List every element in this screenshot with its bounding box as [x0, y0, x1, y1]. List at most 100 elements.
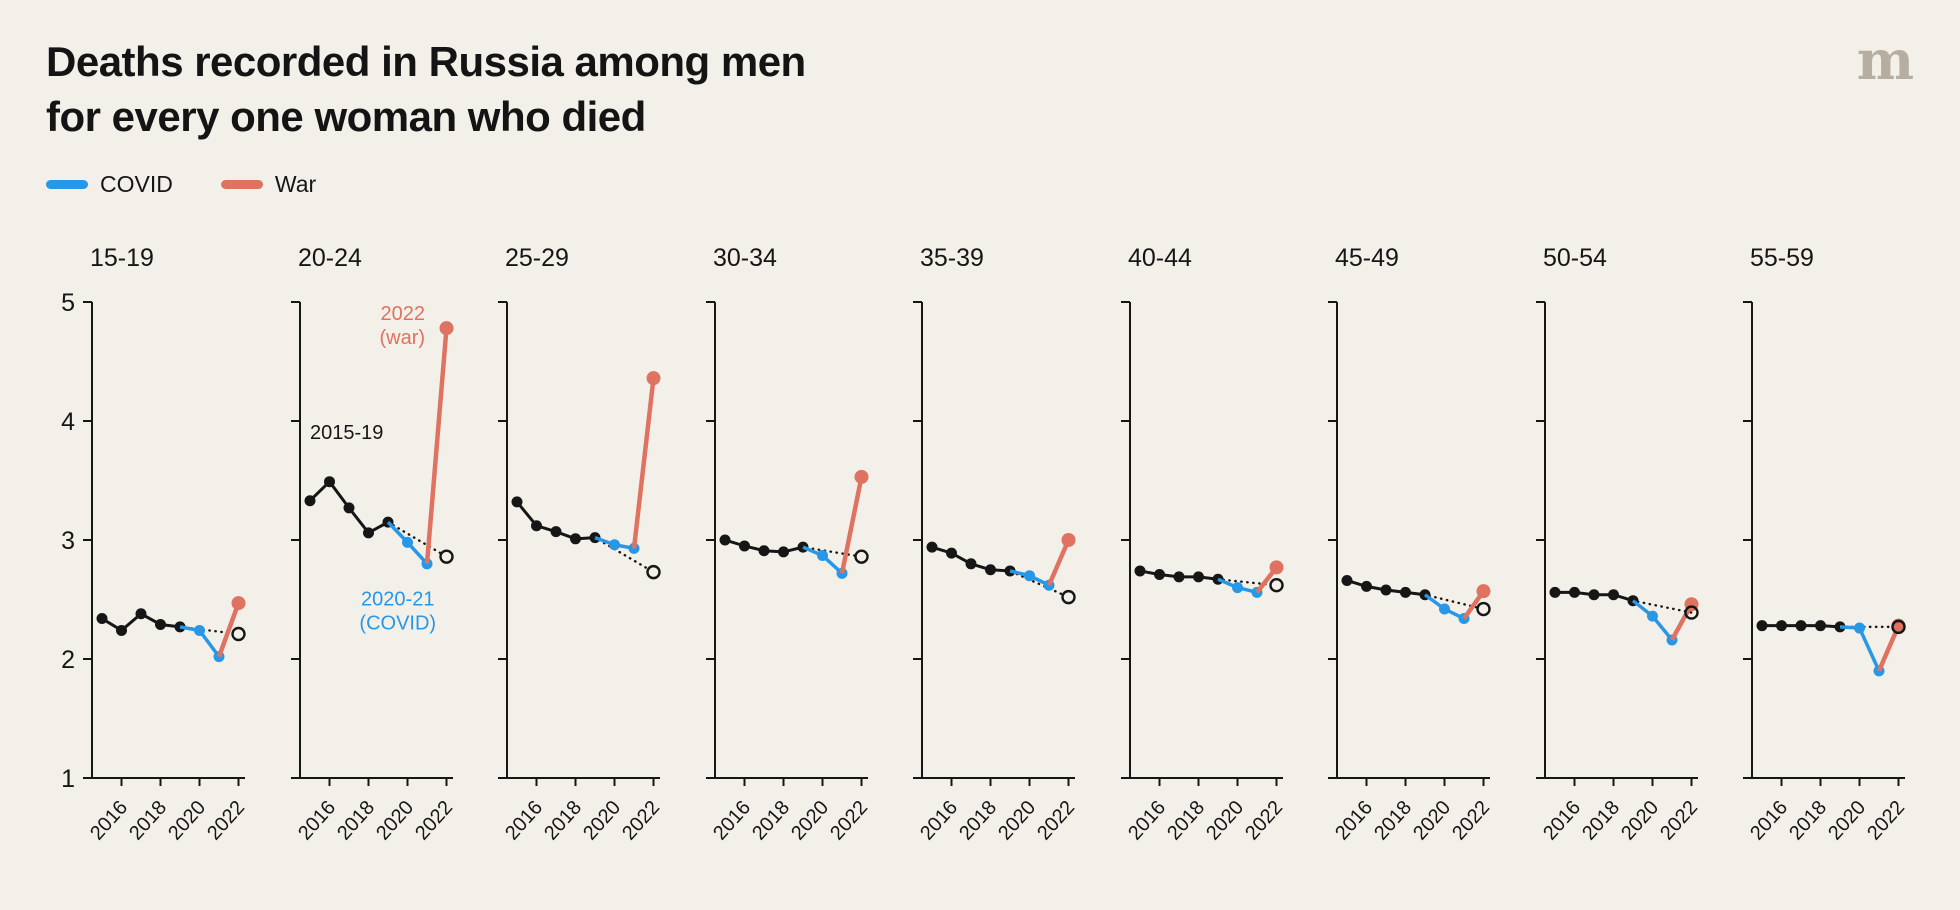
x-tick-label: 2016 — [86, 796, 132, 844]
age-group-label: 50-54 — [1543, 244, 1607, 272]
x-tick-label: 2020 — [372, 796, 418, 844]
covid-point — [1439, 603, 1450, 615]
expected-point — [438, 549, 454, 564]
x-tick-label: 2018 — [540, 796, 586, 844]
legend-war-label: War — [274, 170, 317, 197]
age-group-label: 55-59 — [1750, 244, 1814, 272]
x-tick-label: 2022 — [1241, 796, 1287, 844]
y-tick-label: 5 — [61, 289, 75, 317]
x-tick-label: 2018 — [333, 796, 379, 844]
baseline-point — [511, 496, 523, 508]
x-tick-label: 2020 — [994, 796, 1040, 844]
baseline-point — [946, 547, 957, 559]
war-point — [1476, 584, 1491, 599]
war-point — [1061, 532, 1076, 547]
covid-point — [1231, 581, 1243, 593]
x-tick-label: 2022 — [826, 796, 872, 844]
chart-annotation: (COVID) — [359, 612, 436, 634]
baseline-point — [1549, 586, 1560, 598]
baseline-point — [343, 502, 354, 514]
baseline-point — [758, 545, 769, 557]
baseline-point — [1173, 571, 1184, 583]
chart-annotation: 2022 — [380, 303, 425, 325]
legend-covid-label: COVID — [100, 170, 173, 197]
covid-point — [1646, 610, 1658, 622]
baseline-point — [155, 618, 166, 630]
x-tick-label: 2016 — [1746, 796, 1792, 844]
baseline-point — [531, 520, 542, 532]
y-tick-label: 1 — [61, 765, 75, 793]
title-line-1: Deaths recorded in Russia among men — [46, 38, 806, 85]
expected-point — [1476, 601, 1491, 617]
chart-annotation: (war) — [379, 327, 425, 349]
age-group-label: 35-39 — [920, 244, 984, 272]
war-point — [1269, 560, 1283, 575]
legend-item-war: War — [220, 170, 317, 198]
x-tick-label: 2016 — [1539, 796, 1585, 844]
header: Deaths recorded in Russia among men for e… — [46, 28, 1914, 145]
y-tick-label: 2 — [61, 646, 75, 674]
baseline-point — [1400, 586, 1411, 598]
x-tick-label: 2022 — [618, 796, 664, 844]
expected-point — [1683, 605, 1699, 620]
x-tick-label: 2016 — [916, 796, 962, 844]
x-tick-label: 2022 — [1033, 796, 1079, 844]
x-tick-label: 2016 — [501, 796, 547, 844]
age-group-label: 25-29 — [505, 244, 569, 272]
expected-point — [646, 564, 661, 580]
expected-point — [1268, 577, 1284, 593]
x-tick-label: 2020 — [1202, 796, 1248, 844]
x-tick-label: 2022 — [411, 796, 457, 844]
baseline-point — [1588, 589, 1599, 601]
baseline-point — [1341, 574, 1353, 586]
war-line — [631, 377, 656, 549]
x-tick-label: 2020 — [1824, 796, 1870, 844]
chart-annotation: 2020-21 — [361, 588, 434, 610]
x-tick-label: 2020 — [164, 796, 210, 844]
panel-chart-20-24: 20-2420162018202020222022(war)2015-19202… — [290, 244, 457, 844]
meduza-logo: m — [1856, 28, 1914, 92]
baseline-point — [362, 527, 374, 539]
covid-point — [609, 539, 620, 551]
x-tick-label: 2018 — [1578, 796, 1624, 844]
baseline-point — [738, 540, 750, 552]
age-group-label: 20-24 — [298, 244, 362, 272]
baseline-point — [777, 546, 789, 558]
baseline-point — [304, 495, 315, 507]
age-group-label: 15-19 — [90, 244, 154, 272]
x-tick-label: 2020 — [579, 796, 625, 844]
baseline-point — [1815, 620, 1826, 632]
covid-swatch-icon — [46, 179, 88, 189]
baseline-point — [550, 526, 562, 538]
war-line — [839, 476, 864, 574]
baseline-point — [96, 612, 108, 624]
baseline-point — [926, 541, 938, 553]
page-title: Deaths recorded in Russia among men for e… — [46, 34, 806, 145]
war-line — [424, 327, 449, 564]
x-tick-label: 2020 — [1617, 796, 1663, 844]
y-tick-label: 4 — [61, 408, 75, 436]
war-point — [439, 321, 453, 336]
legend: COVID War — [46, 171, 1914, 198]
small-multiples: 15-19 5 4 3 2 1 2016 2018 2020 2022 20-24 2016 2018 2… — [46, 236, 1914, 858]
baseline-point — [1380, 584, 1392, 596]
age-group-label: 45-49 — [1335, 244, 1399, 272]
baseline-point — [570, 533, 581, 545]
war-swatch-icon — [220, 179, 263, 189]
baseline-point — [1776, 620, 1787, 632]
war-line — [1046, 538, 1071, 586]
legend-item-covid: COVID — [46, 171, 173, 198]
war-point — [231, 595, 246, 610]
baseline-point — [116, 624, 127, 636]
title-line-2: for every one woman who died — [46, 93, 646, 141]
covid-point — [1854, 622, 1865, 634]
baseline-point — [1192, 571, 1204, 583]
x-tick-label: 2022 — [1448, 796, 1494, 844]
baseline-point — [1756, 620, 1768, 632]
